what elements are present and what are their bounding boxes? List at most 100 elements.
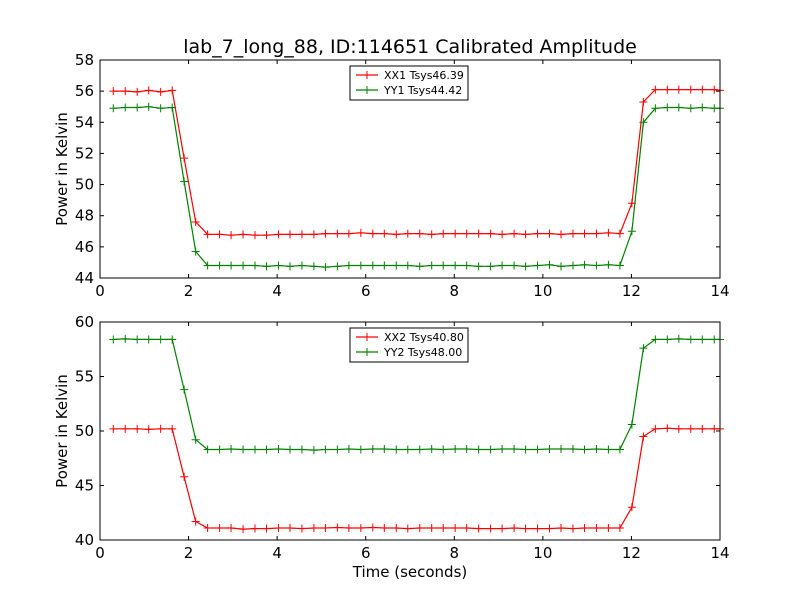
data-point [510,229,519,238]
data-point [239,261,248,270]
data-point [615,229,624,238]
data-point [239,230,248,239]
data-point [580,445,589,454]
data-point [215,445,224,454]
data-point [109,104,118,113]
data-point [203,445,212,454]
x-tick-label: 4 [272,544,282,562]
data-point [203,230,212,239]
data-point [545,444,554,453]
data-point [109,424,118,433]
data-point [627,420,636,429]
data-point [568,229,577,238]
data-point [333,229,342,238]
data-point [274,261,283,270]
x-tick-label: 2 [184,282,194,300]
data-point [227,524,236,533]
data-point [380,261,389,270]
data-point [663,85,672,94]
data-point [109,87,118,96]
data-point [403,261,412,270]
x-tick-label: 4 [272,282,282,300]
data-point [251,261,259,270]
data-point [380,444,389,453]
y-axis-label: Power in Kelvin [53,374,71,488]
data-point [698,424,707,433]
data-point [297,524,306,533]
data-point [439,524,448,533]
data-point [356,261,365,270]
data-point [121,103,130,112]
data-point [144,425,153,434]
data-point [627,227,636,236]
data-point [168,335,177,344]
data-point [592,261,601,270]
data-point [462,229,471,238]
data-point [439,229,448,238]
data-point [686,85,695,94]
x-tick-label: 6 [361,282,371,300]
legend-box [349,327,469,363]
data-point [568,444,577,453]
x-tick-label: 8 [450,544,460,562]
data-point [686,335,695,344]
data-point [191,435,200,444]
y-tick-label: 58 [75,51,94,69]
data-point [521,262,530,271]
data-point [121,334,130,343]
y-tick-label: 56 [75,82,94,100]
data-point [474,445,483,454]
data-point [239,525,248,534]
data-point [262,524,271,533]
x-tick-label: 0 [95,282,105,300]
data-point [663,103,672,112]
data-point [392,230,401,239]
data-point [462,524,471,533]
data-point [262,262,271,271]
data-point [451,524,460,533]
figure-title: lab_7_long_88, ID:114651 Calibrated Ampl… [183,36,637,58]
data-point [251,231,259,240]
data-point [285,524,294,533]
data-point [168,103,177,112]
data-point [344,229,353,238]
legend-label: YY1 Tsys44.42 [383,84,462,97]
data-point [403,524,412,533]
data-point [498,524,507,533]
data-point [474,524,483,533]
data-point [580,229,589,238]
data-point [415,445,424,454]
data-point [309,262,318,271]
data-point [533,261,542,270]
legend-label: XX2 Tsys40.80 [384,331,464,344]
y-tick-label: 50 [75,422,94,440]
data-point [545,260,554,269]
data-point [521,445,530,454]
data-point [156,87,165,96]
data-point [121,424,130,433]
data-point [144,102,153,111]
data-point [651,335,660,344]
data-point [368,444,377,453]
data-point [651,424,660,433]
x-tick-label: 14 [710,544,729,562]
data-point [180,177,189,186]
data-point [392,524,401,533]
y-axis-label: Power in Kelvin [53,112,71,226]
data-point [215,261,224,270]
data-point [262,231,271,240]
data-point [521,524,530,533]
data-point [227,231,236,240]
data-point [309,524,318,533]
data-point [462,261,471,270]
data-point [180,154,189,163]
data-point [686,104,695,113]
data-point [133,335,142,344]
data-point [698,85,707,94]
x-tick-label: 8 [450,282,460,300]
data-point [451,229,460,238]
x-tick-label: 6 [361,544,371,562]
data-point [580,260,589,269]
data-point [133,87,142,96]
data-point [462,444,471,453]
